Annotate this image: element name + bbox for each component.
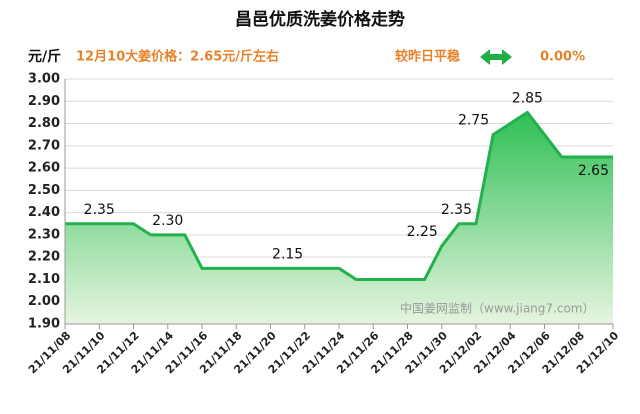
- chart-title: 昌邑优质洗姜价格走势: [235, 9, 405, 30]
- subtitle: 12月10大姜价格：2.65元/斤左右: [76, 49, 279, 65]
- y-tick-label: 1.90: [28, 317, 60, 332]
- y-tick-label: 2.50: [28, 183, 60, 198]
- y-tick-label: 2.60: [28, 161, 60, 176]
- y-tick-label: 2.30: [28, 227, 60, 242]
- y-tick-label: 2.80: [28, 116, 60, 131]
- change-text: 较昨日平稳: [395, 49, 460, 65]
- data-label: 2.25: [407, 224, 438, 240]
- watermark: 中国姜网监制（www.jiang7.com）: [400, 301, 594, 316]
- data-label: 2.35: [441, 202, 472, 218]
- data-label: 2.75: [458, 113, 489, 129]
- line: [65, 110, 613, 281]
- y-tick-label: 2.70: [28, 138, 60, 153]
- area: [65, 112, 613, 324]
- y-tick-label: 2.20: [28, 250, 60, 265]
- data-label: 2.85: [512, 90, 543, 106]
- y-tick-label: 2.40: [28, 205, 60, 220]
- change-value: 0.00%: [540, 50, 585, 65]
- y-tick-label: 2.10: [28, 272, 60, 287]
- flat-arrow: [480, 49, 512, 65]
- unit: 元/斤: [28, 48, 61, 65]
- y-tick-label: 3.00: [28, 72, 60, 87]
- data-label: 2.15: [272, 246, 303, 262]
- y-tick-label: 2.90: [28, 94, 60, 109]
- data-label: 2.65: [578, 163, 609, 179]
- data-label: 2.35: [84, 202, 115, 218]
- data-label: 2.30: [152, 213, 183, 229]
- y-tick-label: 2.00: [28, 294, 60, 309]
